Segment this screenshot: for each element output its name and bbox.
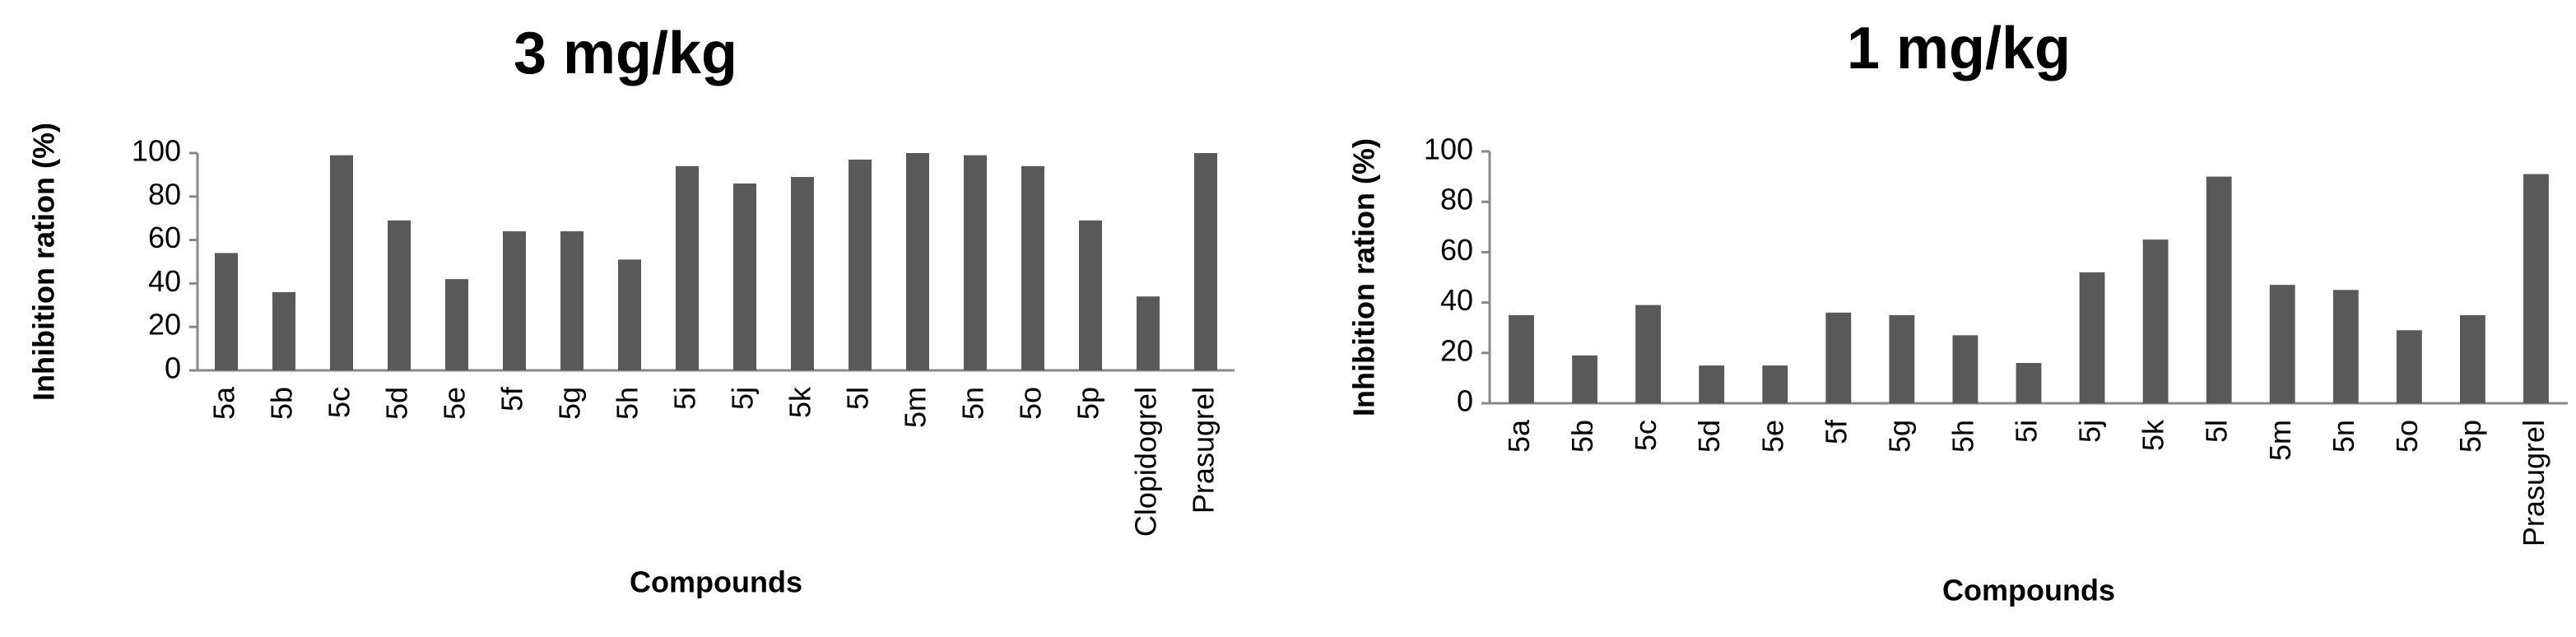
bar xyxy=(2206,176,2232,403)
bar xyxy=(676,165,699,370)
y-tick-label: 80 xyxy=(148,177,181,211)
bar xyxy=(2269,285,2295,403)
bar xyxy=(1889,314,1915,403)
x-tick-label: 5p xyxy=(2453,420,2487,453)
x-tick-label: 5c xyxy=(323,387,356,418)
bar xyxy=(388,220,411,370)
x-axis-label: Compounds xyxy=(630,565,802,599)
bar xyxy=(272,291,295,370)
x-tick-label: 5m xyxy=(899,387,932,428)
bar xyxy=(215,253,238,370)
bar xyxy=(1021,165,1044,370)
x-tick-label: 5e xyxy=(438,387,472,420)
bar xyxy=(2079,272,2105,403)
x-tick-label: 5i xyxy=(668,387,702,410)
bar xyxy=(2142,239,2169,403)
bar xyxy=(2332,290,2359,403)
y-tick-label: 20 xyxy=(1440,333,1473,367)
bar xyxy=(1635,305,1662,403)
x-tick-label: 5b xyxy=(1565,420,1599,453)
x-tick-label: 5k xyxy=(2137,419,2170,451)
x-tick-label: 5j xyxy=(2073,420,2107,443)
y-axis-label: Inhibition ration (%) xyxy=(1347,138,1381,416)
y-tick-label: 100 xyxy=(132,134,181,168)
x-tick-label: 5g xyxy=(1882,420,1916,453)
x-tick-label: 5l xyxy=(2200,420,2234,443)
x-tick-label: 5i xyxy=(2010,420,2044,443)
bar xyxy=(1952,335,1978,403)
x-tick-label: 5a xyxy=(207,386,241,420)
x-tick-label: 5e xyxy=(1755,420,1789,453)
bar xyxy=(1079,220,1102,370)
x-tick-label: 5j xyxy=(726,387,760,410)
x-tick-label: 5o xyxy=(1014,387,1048,420)
y-axis-label: Inhibition ration (%) xyxy=(27,123,61,401)
x-tick-label: 5a xyxy=(1502,419,1536,453)
y-tick-label: 0 xyxy=(165,351,181,385)
bar xyxy=(1194,153,1217,370)
x-tick-label: 5n xyxy=(956,387,990,420)
bar xyxy=(906,153,929,370)
x-tick-label: 5f xyxy=(495,386,529,411)
x-tick-label: 5k xyxy=(783,386,817,418)
y-tick-label: 80 xyxy=(1440,183,1473,216)
x-tick-label: 5c xyxy=(1629,420,1662,451)
bar xyxy=(1137,296,1160,370)
x-axis-label: Compounds xyxy=(1942,574,2115,607)
bar xyxy=(330,155,353,370)
bar xyxy=(2460,314,2485,403)
bar xyxy=(2016,363,2042,403)
bar xyxy=(791,177,814,370)
bar xyxy=(2396,330,2422,403)
x-tick-label: 5n xyxy=(2327,420,2360,453)
x-tick-label: 5h xyxy=(611,387,644,420)
x-tick-label: 5l xyxy=(841,387,875,410)
bar xyxy=(964,155,987,370)
y-tick-label: 60 xyxy=(1440,233,1473,267)
x-tick-label: 5g xyxy=(553,387,587,420)
x-tick-label: 5f xyxy=(1819,419,1853,444)
x-tick-label: 5d xyxy=(380,387,414,420)
bar xyxy=(618,259,641,370)
bar xyxy=(1572,355,1597,403)
bar xyxy=(1509,314,1534,403)
bar xyxy=(503,231,526,370)
x-tick-label: 5h xyxy=(1946,420,1979,453)
x-tick-label: 5b xyxy=(265,387,299,420)
bar xyxy=(849,159,872,371)
bar xyxy=(1762,365,1788,403)
bar xyxy=(1825,312,1852,403)
x-tick-label: Prasugrel xyxy=(1187,387,1221,514)
y-tick-label: 20 xyxy=(148,308,181,342)
bar xyxy=(733,183,756,370)
x-tick-label: Prasugrel xyxy=(2517,420,2550,546)
x-tick-label: 5d xyxy=(1692,420,1726,453)
y-tick-label: 40 xyxy=(148,264,181,298)
y-tick-label: 60 xyxy=(148,221,181,254)
x-tick-label: Clopidogrel xyxy=(1129,387,1163,537)
bar xyxy=(2523,174,2549,404)
y-tick-label: 40 xyxy=(1440,283,1473,317)
bar xyxy=(445,279,468,370)
bar xyxy=(1699,365,1725,403)
x-tick-label: 5p xyxy=(1072,387,1105,420)
chart-title: 1 mg/kg xyxy=(1847,16,2071,81)
chart-title: 3 mg/kg xyxy=(514,21,737,86)
x-tick-label: 5m xyxy=(2263,420,2297,461)
x-tick-label: 5o xyxy=(2390,420,2424,453)
y-tick-label: 0 xyxy=(1457,384,1473,418)
bar xyxy=(560,231,584,370)
y-tick-label: 100 xyxy=(1424,133,1473,166)
